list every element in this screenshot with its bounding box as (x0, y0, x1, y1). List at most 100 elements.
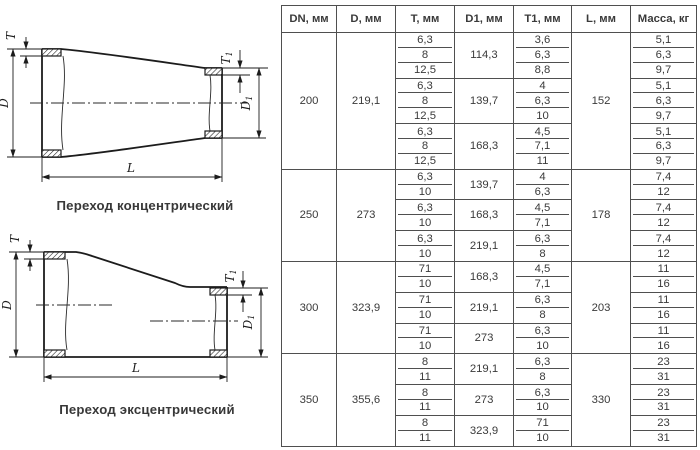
cell-t: 11 (395, 400, 455, 416)
cell-t: 11 (395, 369, 455, 386)
cell-t: 10 (395, 246, 455, 263)
cell-d1: 168,3 (454, 123, 514, 170)
cell-d1: 139,7 (454, 78, 514, 125)
cell-mass: 9,7 (630, 153, 697, 170)
cell-mass: 7,4 (630, 230, 697, 247)
cell-d: 273 (336, 169, 396, 263)
table-row: 300 323,9 71 168,3 4,5 203 11 (281, 261, 697, 355)
table-row: 8 6,3 6,3 (282, 47, 697, 63)
spec-table: DN, мм D, мм T, мм D1, мм T1, мм L, мм М… (281, 5, 697, 448)
cell-t1: 6,3 (513, 47, 572, 63)
cell-mass: 11 (630, 323, 697, 339)
dim-label-d1-sub: 1 (245, 96, 254, 101)
cell-mass: 16 (630, 338, 697, 355)
cell-t: 6,3 (395, 32, 455, 48)
cell-mass: 23 (630, 415, 697, 431)
table-row: 10 8 16 (282, 307, 697, 324)
cell-t1: 6,3 (513, 292, 572, 308)
cell-t1: 7,1 (513, 139, 572, 154)
dim-label-t1: T1 (223, 269, 238, 282)
column-header-t: T, мм (395, 5, 455, 33)
cell-d1: 139,7 (454, 169, 514, 201)
cell-t1: 6,3 (513, 323, 572, 339)
cell-d1: 114,3 (454, 32, 514, 79)
cell-mass: 5,1 (630, 32, 697, 48)
cell-t: 8 (395, 384, 455, 401)
cell-l: 178 (571, 169, 631, 263)
table-row: 10 10 16 (282, 338, 697, 355)
cell-mass: 6,3 (630, 93, 697, 109)
cell-t: 10 (395, 184, 455, 201)
cell-t1: 10 (513, 108, 572, 125)
cell-t: 12,5 (395, 153, 455, 170)
cell-t1: 7,1 (513, 215, 572, 232)
cell-t: 12,5 (395, 62, 455, 79)
cell-mass: 7,4 (630, 199, 697, 216)
cell-t1: 8 (513, 369, 572, 386)
table-row: 10 6,3 12 (282, 184, 697, 201)
cell-mass: 9,7 (630, 62, 697, 79)
cell-t: 8 (395, 139, 455, 154)
table-row: 6,3 219,1 6,3 7,4 (282, 230, 697, 263)
cell-dn: 200 (281, 32, 337, 170)
cell-t1: 4,5 (513, 199, 572, 216)
cell-t: 8 (395, 415, 455, 431)
cell-mass: 6,3 (630, 139, 697, 154)
cell-t1: 4 (513, 78, 572, 94)
eccentric-caption: Переход эксцентрический (59, 402, 235, 417)
table-row: 10 8 12 (282, 246, 697, 263)
dim-label-t: T (8, 234, 22, 243)
spec-table-body: 200 219,1 6,3 114,3 3,6 152 5,1 8 6,3 6,3 12,5 8,8 9… (281, 32, 697, 448)
dim-label-d: D (0, 300, 14, 311)
cell-t: 10 (395, 307, 455, 324)
cell-d1: 219,1 (454, 230, 514, 263)
cell-t1: 10 (513, 338, 572, 355)
column-header-t1: T1, мм (513, 5, 572, 33)
spec-table-container: DN, мм D, мм T, мм D1, мм T1, мм L, мм М… (281, 5, 697, 448)
dim-label-t1-sub: 1 (229, 269, 238, 274)
cell-t: 11 (395, 430, 455, 447)
table-row: 8 6,3 6,3 (282, 93, 697, 109)
cell-t1: 6,3 (513, 384, 572, 401)
dim-label-d1-sub: 1 (247, 315, 256, 320)
cell-dn: 250 (281, 169, 337, 263)
dim-label-l: L (126, 161, 135, 175)
cell-t1: 3,6 (513, 32, 572, 48)
table-row: 6,3 168,3 4,5 5,1 (282, 123, 697, 170)
cell-t: 10 (395, 276, 455, 293)
cell-d1: 273 (454, 384, 514, 416)
cell-d1: 323,9 (454, 415, 514, 448)
concentric-reducer-drawing: D T T1 D1 L Переход концентрический (0, 31, 268, 213)
cell-d1: 168,3 (454, 199, 514, 232)
cell-d1: 219,1 (454, 292, 514, 324)
cell-l: 330 (571, 353, 631, 447)
cell-t1: 10 (513, 400, 572, 416)
cell-t: 6,3 (395, 230, 455, 247)
dim-label-t1: T1 (219, 51, 234, 64)
cell-t1: 4,5 (513, 261, 572, 277)
dim-label-t: T (4, 31, 18, 40)
cell-mass: 7,4 (630, 169, 697, 185)
header-row: DN, мм D, мм T, мм D1, мм T1, мм L, мм М… (281, 5, 697, 33)
cell-t1: 4,5 (513, 123, 572, 140)
dim-label-d1-base: D (239, 100, 253, 111)
table-row: 10 7,1 16 (282, 276, 697, 293)
cell-mass: 12 (630, 215, 697, 232)
cell-d1: 219,1 (454, 353, 514, 386)
cell-mass: 5,1 (630, 123, 697, 140)
table-row: 8 273 6,3 23 (282, 384, 697, 416)
cell-d1: 273 (454, 323, 514, 355)
cell-t: 71 (395, 261, 455, 277)
cell-t1: 6,3 (513, 93, 572, 109)
cell-d: 323,9 (336, 261, 396, 355)
cell-d: 219,1 (336, 32, 396, 170)
cell-t1: 6,3 (513, 353, 572, 370)
table-row: 6,3 139,7 4 5,1 (282, 78, 697, 125)
cell-t1: 71 (513, 415, 572, 431)
table-row: 250 273 6,3 139,7 4 178 7,4 (281, 169, 697, 263)
cell-mass: 16 (630, 307, 697, 324)
cell-d: 355,6 (336, 353, 396, 447)
dim-label-d: D (0, 98, 11, 109)
reducer-drawings: D T T1 D1 L Переход концентрический (0, 31, 268, 417)
cell-t1: 8 (513, 246, 572, 263)
